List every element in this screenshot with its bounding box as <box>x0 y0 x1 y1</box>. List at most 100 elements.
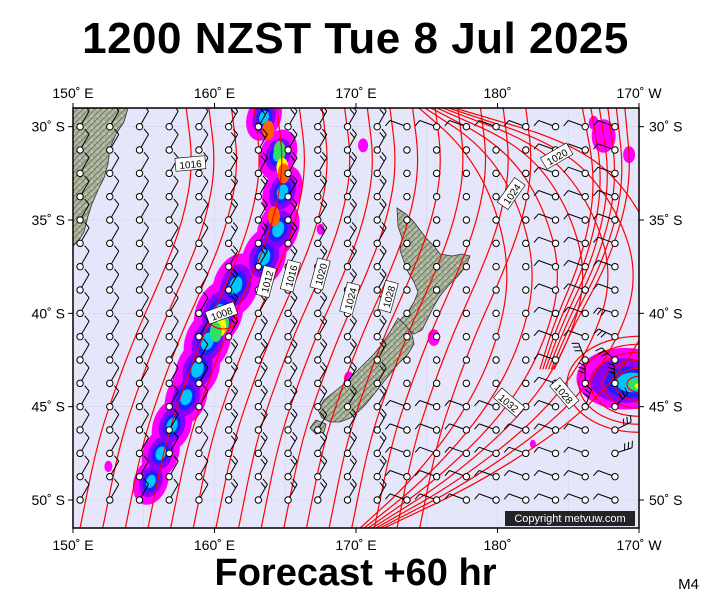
wind-barb-feather <box>593 120 599 127</box>
wind-barb-shaft <box>318 460 328 475</box>
wind-barb-feather <box>113 245 120 252</box>
wind-barb-shaft <box>348 320 357 335</box>
wind-barb-station <box>432 379 441 388</box>
wind-barb-feather <box>230 225 237 232</box>
wind-barb-shaft <box>81 414 90 428</box>
wind-barb-feather <box>262 128 268 135</box>
wind-barb-feather <box>203 152 209 159</box>
wind-barb-feather <box>349 435 355 442</box>
wind-barb-feather <box>260 435 266 442</box>
wind-barb-shaft <box>597 493 613 500</box>
wind-barb <box>135 108 149 131</box>
wind-barb-station <box>284 426 292 434</box>
wind-barb <box>165 245 179 271</box>
wind-barb <box>593 236 619 248</box>
wind-barb <box>432 379 441 388</box>
wind-barb <box>522 239 530 248</box>
wind-barb-station <box>106 262 114 271</box>
wind-barb-station <box>343 146 352 154</box>
wind-barb-station <box>254 169 263 178</box>
wind-barb <box>106 338 120 364</box>
wind-barb-shaft <box>568 236 583 243</box>
wind-barb-shaft <box>378 274 387 288</box>
wind-barb-shaft <box>259 297 268 311</box>
wind-barb-station <box>254 192 263 201</box>
wind-barb-feather <box>593 190 599 197</box>
wind-barb-feather <box>319 108 326 115</box>
wind-barb-feather <box>173 408 179 415</box>
wind-barb-shaft <box>200 414 209 428</box>
wind-barb-shaft <box>597 260 613 267</box>
wind-barb <box>314 455 328 481</box>
wind-barb-station <box>343 426 352 434</box>
wind-barb-feather <box>290 132 296 139</box>
wind-barb-shaft <box>110 180 120 195</box>
wind-barb <box>165 128 179 154</box>
wind-barb-station <box>403 239 411 248</box>
wind-barb-feather <box>292 338 298 345</box>
wind-barb-feather <box>349 272 355 279</box>
wind-barb-station <box>284 216 292 224</box>
wind-barb <box>106 152 120 178</box>
wind-barb-shaft <box>449 493 464 500</box>
wind-barb-feather <box>381 478 387 485</box>
isobar-low-ring <box>578 343 639 425</box>
wind-barb-station <box>462 146 471 154</box>
wind-barb-feather <box>292 128 298 135</box>
wind-barb <box>385 400 411 411</box>
wind-barb-shaft <box>508 120 524 127</box>
wind-barb-station <box>343 472 352 481</box>
wind-barbs <box>76 108 633 504</box>
wind-barb-feather <box>203 128 209 135</box>
wind-barb <box>314 292 328 318</box>
wind-barb <box>522 356 530 364</box>
wind-barb-station <box>76 122 84 131</box>
wind-barb-feather <box>381 222 387 229</box>
wind-barb <box>195 175 209 201</box>
wind-barb-station <box>106 239 114 248</box>
wind-barb-station <box>135 332 144 341</box>
wind-barb <box>432 332 441 341</box>
wind-barb-shaft <box>378 134 387 148</box>
wind-barb <box>373 222 387 248</box>
wind-barb-feather <box>260 248 266 255</box>
wind-barb-shaft <box>170 484 179 498</box>
wind-barb-station <box>284 496 292 504</box>
wind-barb-station <box>224 449 233 458</box>
wind-barb-shaft <box>200 180 209 195</box>
wind-barb-shaft <box>259 204 268 218</box>
wind-barb-station <box>195 332 203 341</box>
wind-barb-feather <box>292 315 298 322</box>
wind-barb-feather <box>593 166 599 173</box>
wind-barb-station <box>135 449 144 458</box>
wind-barb-shaft <box>378 367 387 381</box>
wind-barb-station <box>135 402 144 411</box>
lat-tick-label-right: 30˚ S <box>649 119 682 135</box>
wind-barb <box>474 120 500 131</box>
wind-barb-shaft <box>597 143 613 150</box>
wind-barb-feather <box>292 432 298 439</box>
wind-barb <box>343 128 357 154</box>
wind-barb-shaft <box>348 180 357 195</box>
wind-barb-station <box>551 332 560 341</box>
lat-tick-label-left: 35˚ S <box>32 212 65 228</box>
lon-tick-label-bottom: 180˚ <box>483 537 511 553</box>
precip-patch <box>316 223 325 235</box>
wind-barb-shaft <box>170 460 179 475</box>
wind-barb-shaft <box>318 297 328 311</box>
wind-barb <box>563 120 589 131</box>
wind-barb-shaft <box>229 274 239 288</box>
wind-barb-feather <box>533 400 539 407</box>
wind-barb-station <box>314 356 322 364</box>
wind-barb-shaft <box>289 110 298 125</box>
wind-barb <box>462 286 471 294</box>
wind-barb-station <box>76 192 84 201</box>
landmasses <box>73 108 471 435</box>
wind-barb-shaft <box>538 166 553 173</box>
wind-barb-feather <box>232 478 239 485</box>
wind-barb <box>343 455 357 481</box>
wind-barb-station <box>462 286 471 294</box>
wind-barb-station <box>551 426 560 434</box>
wind-barb-station <box>551 216 560 224</box>
isobar-label-box <box>549 377 580 410</box>
